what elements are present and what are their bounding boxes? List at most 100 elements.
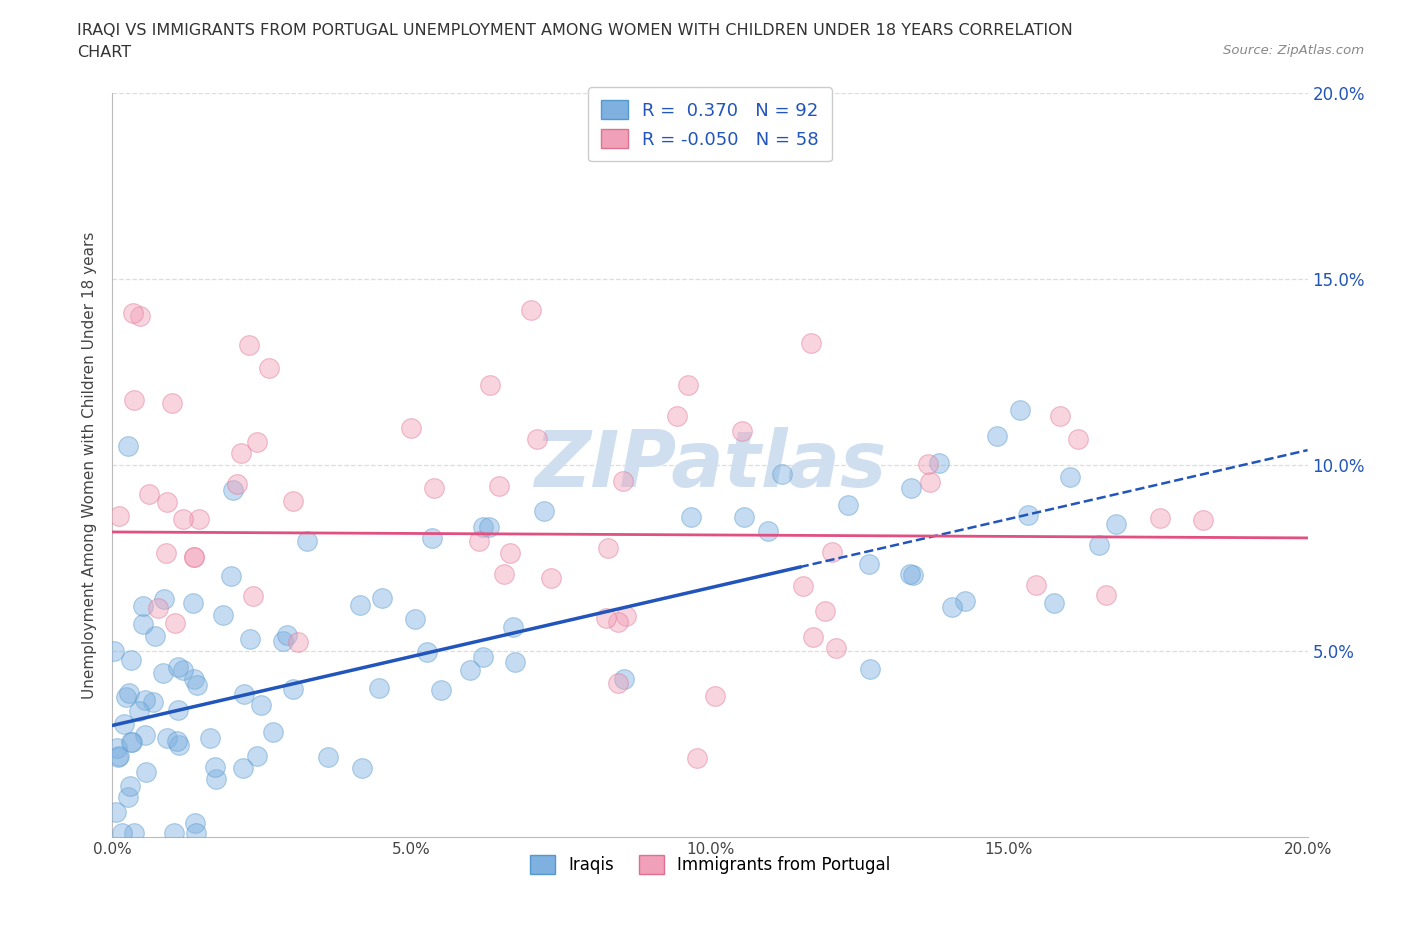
Point [612, 473, 634, 488]
Point [104, 805, 127, 820]
Point [262, 724, 284, 739]
Point [166, 733, 188, 748]
Point [415, 644, 437, 659]
Point [666, 408, 689, 423]
Point [181, 595, 204, 610]
Point [472, 649, 495, 664]
Point [1095, 588, 1118, 603]
Point [295, 534, 318, 549]
Point [499, 545, 522, 560]
Point [352, 761, 374, 776]
Point [105, 741, 128, 756]
Point [155, 545, 177, 560]
Point [167, 737, 190, 752]
Point [146, 601, 169, 616]
Point [1059, 470, 1081, 485]
Point [134, 693, 156, 708]
Point [219, 568, 242, 583]
Point [903, 568, 925, 583]
Point [917, 456, 939, 471]
Point [478, 520, 501, 535]
Text: Source: ZipAtlas.com: Source: ZipAtlas.com [1223, 44, 1364, 57]
Point [1017, 508, 1039, 523]
Point [1025, 578, 1047, 592]
Text: ZIPatlas: ZIPatlas [534, 427, 886, 503]
Point [349, 598, 371, 613]
Point [526, 432, 548, 446]
Point [801, 630, 824, 644]
Point [1088, 538, 1111, 552]
Point [1149, 511, 1171, 525]
Point [276, 628, 298, 643]
Point [122, 392, 145, 407]
Point [186, 826, 208, 841]
Point [153, 591, 176, 606]
Point [404, 611, 426, 626]
Point [122, 826, 145, 841]
Point [800, 336, 823, 351]
Point [928, 456, 950, 471]
Legend: Iraqis, Immigrants from Portugal: Iraqis, Immigrants from Portugal [523, 849, 897, 881]
Point [468, 533, 491, 548]
Point [120, 778, 142, 793]
Point [184, 815, 207, 830]
Point [686, 751, 709, 765]
Point [187, 512, 209, 526]
Point [503, 655, 526, 670]
Point [1010, 403, 1032, 418]
Point [107, 749, 129, 764]
Point [225, 476, 247, 491]
Point [430, 683, 453, 698]
Point [167, 702, 190, 717]
Y-axis label: Unemployment Among Women with Children Under 18 years: Unemployment Among Women with Children U… [82, 232, 97, 698]
Point [1192, 512, 1215, 527]
Point [246, 748, 269, 763]
Point [143, 629, 166, 644]
Point [733, 510, 755, 525]
Point [112, 717, 135, 732]
Point [232, 687, 254, 702]
Point [134, 728, 156, 743]
Point [681, 509, 703, 524]
Point [678, 378, 700, 392]
Point [183, 550, 205, 565]
Point [129, 309, 152, 324]
Point [198, 731, 221, 746]
Point [704, 689, 727, 704]
Point [606, 614, 628, 629]
Point [239, 631, 262, 646]
Point [242, 589, 264, 604]
Point [1067, 432, 1090, 446]
Point [160, 396, 183, 411]
Point [607, 675, 630, 690]
Point [492, 567, 515, 582]
Point [121, 735, 143, 750]
Point [128, 703, 150, 718]
Point [156, 495, 179, 510]
Point [458, 662, 481, 677]
Point [792, 579, 814, 594]
Point [232, 761, 254, 776]
Point [117, 790, 139, 804]
Point [519, 303, 541, 318]
Point [368, 680, 391, 695]
Point [316, 750, 339, 764]
Point [918, 474, 941, 489]
Point [614, 609, 637, 624]
Point [1105, 517, 1128, 532]
Point [152, 665, 174, 680]
Point [756, 524, 779, 538]
Point [183, 549, 205, 564]
Point [108, 509, 131, 524]
Point [941, 600, 963, 615]
Point [204, 771, 226, 786]
Point [858, 557, 880, 572]
Point [172, 662, 194, 677]
Text: IRAQI VS IMMIGRANTS FROM PORTUGAL UNEMPLOYMENT AMONG WOMEN WITH CHILDREN UNDER 1: IRAQI VS IMMIGRANTS FROM PORTUGAL UNEMPL… [77, 23, 1073, 38]
Point [183, 671, 205, 686]
Point [731, 423, 754, 438]
Point [107, 750, 129, 764]
Point [238, 338, 260, 352]
Point [281, 494, 304, 509]
Point [132, 616, 155, 631]
